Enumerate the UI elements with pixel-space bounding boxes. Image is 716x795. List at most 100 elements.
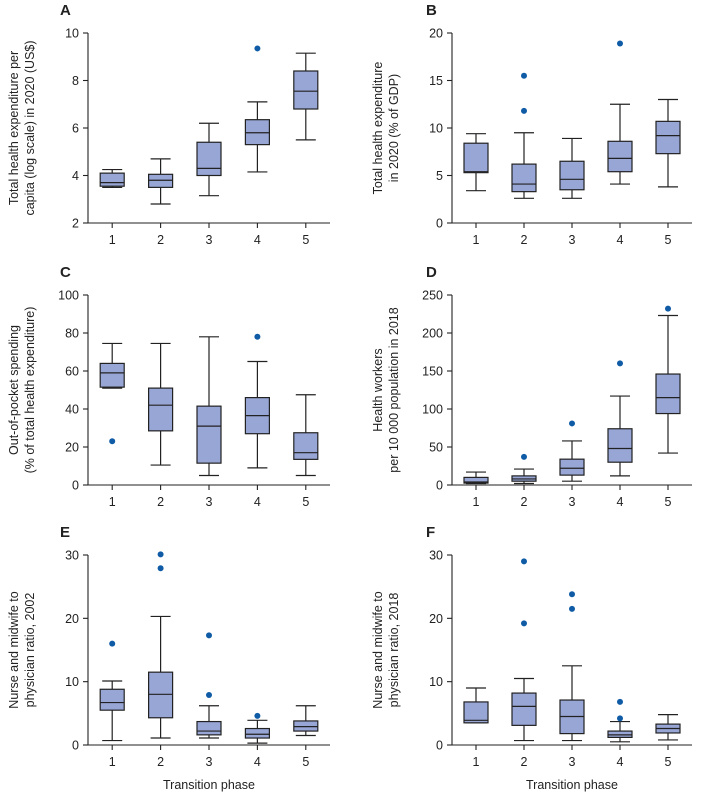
y-axis-title-line: Total health expenditure per: [7, 51, 21, 205]
x-tick-label: 2: [157, 755, 164, 769]
y-axis-title: Total health expenditure in 2020 (% of GD…: [371, 62, 401, 195]
y-tick-label: 15: [429, 74, 443, 88]
panel-letter: C: [60, 264, 71, 281]
iqr-box: [196, 720, 222, 736]
y-axis-title-line: Total health expenditure: [371, 62, 385, 195]
iqr-box: [196, 405, 222, 464]
box-phase-4: [607, 360, 633, 477]
outlier-point: [617, 360, 623, 367]
x-tick-label: 3: [569, 495, 576, 509]
y-tick-label: 150: [422, 365, 443, 379]
x-tick-label: 1: [109, 495, 116, 509]
x-tick-label: 1: [473, 495, 480, 509]
iqr-box: [99, 172, 125, 187]
box-phase-2: [148, 551, 174, 739]
outlier-point: [617, 715, 623, 722]
y-tick-label: 60: [65, 365, 79, 379]
box-phase-1: [463, 471, 489, 485]
panel-letter: D: [426, 264, 437, 281]
outlier-point: [665, 305, 671, 312]
x-tick-label: 2: [157, 233, 164, 247]
x-tick-label: 5: [302, 495, 309, 509]
y-tick-label: 4: [72, 169, 79, 183]
y-tick-label: 50: [429, 441, 443, 455]
x-tick-label: 3: [206, 233, 213, 247]
y-tick-label: 6: [72, 122, 79, 136]
y-axis-title-line: physician ratio, 2018: [387, 593, 401, 708]
box-phase-4: [244, 45, 270, 173]
y-tick-label: 5: [436, 169, 443, 183]
y-axis-title-line: per 10 000 population in 2018: [387, 307, 401, 472]
x-tick-label: 3: [569, 755, 576, 769]
iqr-box: [463, 142, 489, 174]
outlier-point: [109, 438, 116, 445]
y-tick-label: 10: [429, 122, 443, 136]
x-tick-label: 5: [302, 233, 309, 247]
x-tick-label: 2: [521, 495, 528, 509]
y-axis-title-line: Health workers: [371, 348, 385, 431]
y-tick-label: 30: [65, 549, 79, 563]
iqr-box: [559, 160, 585, 191]
y-axis-title: Health workers per 10 000 population in 2…: [371, 307, 401, 472]
outlier-point: [521, 453, 527, 460]
y-tick-label: 10: [65, 675, 79, 689]
box-phase-2: [148, 158, 174, 205]
outlier-point: [157, 565, 164, 572]
x-tick-label: 4: [617, 495, 624, 509]
y-tick-label: 8: [72, 74, 79, 88]
y-axis-title: Total health expenditure per capita (log …: [7, 40, 37, 215]
y-axis-title: Nurse and midwife to physician ratio, 200…: [7, 591, 37, 708]
y-tick-label: 0: [72, 739, 79, 753]
x-tick-label: 4: [617, 755, 624, 769]
x-tick-label: 3: [206, 495, 213, 509]
panel-f: F Nurse and midwife to physician ratio, 20…: [371, 524, 692, 792]
box-phase-4: [244, 333, 270, 469]
outlier-point: [521, 72, 527, 79]
iqr-box: [511, 692, 537, 726]
panel-letter: A: [60, 2, 71, 19]
y-axis-title-line: Nurse and midwife to: [7, 591, 21, 708]
y-axis-title-line: (% of total health expenditure): [23, 307, 37, 474]
x-tick-label: 2: [157, 495, 164, 509]
y-tick-label: 20: [65, 441, 79, 455]
iqr-box: [244, 727, 270, 739]
box-phase-1: [99, 168, 125, 188]
outlier-point: [521, 558, 527, 565]
y-tick-label: 20: [429, 612, 443, 626]
iqr-box: [99, 362, 125, 388]
y-tick-label: 250: [422, 289, 443, 303]
x-tick-label: 1: [473, 233, 480, 247]
box-phase-5: [655, 305, 681, 454]
x-tick-label: 1: [109, 755, 116, 769]
x-tick-label: 5: [302, 755, 309, 769]
x-tick-label: 4: [254, 233, 261, 247]
y-tick-label: 2: [72, 217, 79, 231]
y-axis-title: Out-of-pocket spending (% of total health…: [7, 307, 37, 474]
box-phase-1: [99, 640, 125, 742]
y-tick-label: 200: [422, 327, 443, 341]
outlier-point: [109, 640, 116, 647]
x-tick-label: 2: [521, 755, 528, 769]
iqr-box: [293, 720, 319, 732]
panel-c: C Out-of-pocket spending (% of total healt…: [7, 264, 330, 509]
box-phase-5: [293, 52, 319, 141]
y-tick-label: 100: [58, 289, 79, 303]
box-phase-3: [559, 591, 585, 742]
box-phase-3: [559, 137, 585, 199]
box-phase-3: [559, 420, 585, 482]
iqr-box: [148, 387, 174, 432]
outlier-point: [569, 591, 575, 598]
box-phase-2: [511, 72, 537, 199]
y-tick-label: 0: [436, 479, 443, 493]
iqr-box: [655, 373, 681, 415]
x-tick-label: 4: [254, 495, 261, 509]
outlier-point: [617, 698, 623, 705]
box-phase-2: [511, 558, 537, 742]
outlier-point: [521, 107, 527, 114]
box-phase-1: [463, 133, 489, 192]
panel-d: D Health workers per 10 000 population in …: [371, 264, 692, 509]
box-phase-3: [196, 336, 222, 477]
iqr-box: [607, 730, 633, 738]
outlier-point: [254, 333, 261, 340]
iqr-box: [463, 701, 489, 724]
